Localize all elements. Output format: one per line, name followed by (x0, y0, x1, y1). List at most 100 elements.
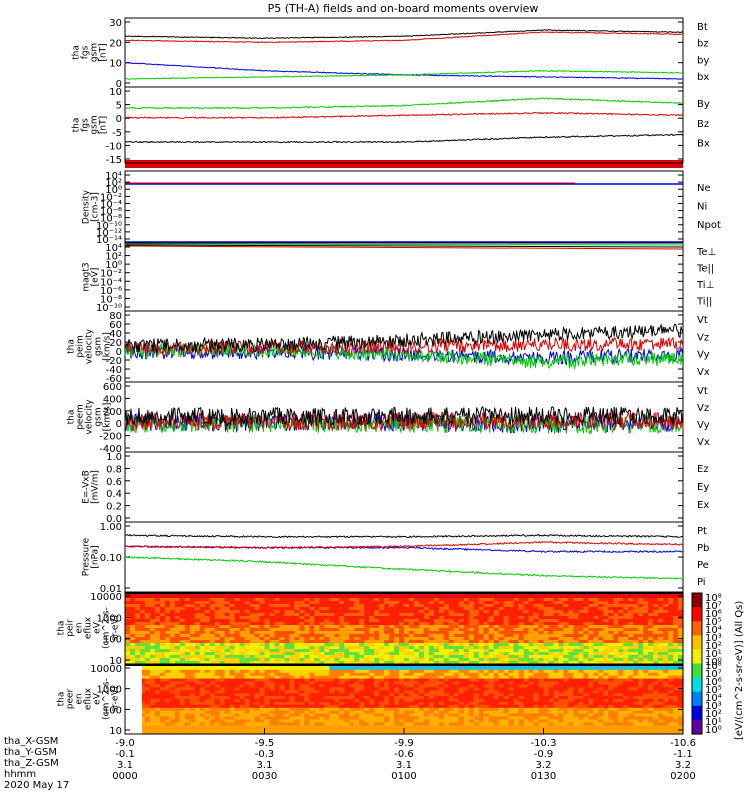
spectrogram-cell (563, 598, 569, 602)
spectrogram-cell (329, 607, 335, 611)
spectrogram-cell (344, 675, 350, 680)
spectrogram-cell (458, 704, 465, 709)
spectrogram-cell (309, 669, 315, 674)
spectrogram-cell (334, 684, 340, 688)
spectrogram-cell (518, 681, 525, 685)
spectrogram-cell (423, 619, 430, 623)
spectrogram-cell (438, 690, 445, 694)
spectrogram-cell (573, 610, 579, 614)
spectrogram-cell (259, 625, 266, 629)
spectrogram-cell (633, 684, 639, 688)
spectrogram-cell (334, 643, 340, 647)
spectrogram-cell (339, 684, 345, 688)
spectrogram-cell (359, 637, 365, 641)
spectrogram-cell (663, 678, 669, 683)
spectrogram-cell (394, 687, 400, 691)
spectrogram-cell (448, 693, 455, 697)
spectrogram-cell (299, 619, 305, 623)
spectrogram-cell (264, 628, 271, 632)
spectrogram-cell (409, 681, 415, 685)
spectrogram-cell (135, 634, 141, 638)
spectrogram-cell (563, 610, 569, 614)
spectrogram-cell (573, 713, 579, 718)
y-tick-label: -60 (106, 374, 122, 385)
y-tick-label: 10 (109, 87, 122, 98)
spectrogram-cell (254, 640, 261, 644)
spectrogram-cell (214, 601, 221, 605)
spectrogram-cell (678, 704, 684, 709)
spectrogram-cell (598, 675, 604, 680)
spectrogram-cell (394, 716, 400, 720)
spectrogram-cell (169, 696, 176, 700)
spectrogram-cell (663, 625, 669, 629)
spectrogram-cell (423, 643, 430, 647)
spectrogram-cell (503, 666, 510, 671)
spectrogram-cell (334, 655, 340, 659)
spectrogram-cell (613, 661, 619, 665)
spectrogram-cell (274, 628, 281, 632)
spectrogram-cell (678, 701, 684, 706)
spectrogram-cell (453, 713, 460, 718)
spectrogram-cell (673, 675, 679, 680)
spectrogram-cell (448, 625, 455, 629)
spectrogram-cell (563, 622, 569, 626)
spectrogram-cell (384, 661, 390, 665)
spectrogram-cell (668, 595, 674, 599)
spectrogram-cell (154, 646, 161, 650)
spectrogram-cell (369, 681, 375, 685)
spectrogram-cell (508, 595, 515, 599)
spectrogram-cell (244, 628, 251, 632)
spectrogram-cell (279, 696, 285, 700)
spectrogram-cell (558, 637, 564, 641)
spectrogram-cell (144, 661, 151, 665)
spectrogram-cell (638, 666, 644, 671)
spectrogram-cell (159, 640, 166, 644)
spectrogram-cell (319, 637, 325, 641)
spectrogram-cell (658, 619, 664, 623)
spectrogram-cell (503, 690, 510, 694)
spectrogram-cell (558, 661, 564, 665)
spectrogram-cell (269, 598, 276, 602)
spectrogram-cell (414, 690, 420, 694)
spectrogram-cell (374, 640, 380, 644)
spectrogram-cell (194, 707, 201, 712)
spectrogram-cell (423, 669, 430, 674)
spectrogram-cell (274, 631, 281, 635)
spectrogram-cell (379, 652, 385, 656)
spectrogram-cell (563, 595, 569, 599)
spectrogram-cell (643, 613, 649, 617)
spectrogram-cell (194, 628, 201, 632)
spectrogram-cell (498, 625, 505, 629)
spectrogram-cell (339, 622, 345, 626)
spectrogram-cell (598, 637, 604, 641)
spectrogram-cell (498, 699, 505, 703)
y-tick-label: 10⁻¹⁰ (96, 303, 122, 314)
spectrogram-cell (199, 672, 206, 677)
spectrogram-cell (359, 681, 365, 685)
spectrogram-cell (578, 658, 584, 662)
spectrogram-cell (658, 643, 664, 647)
spectrogram-cell (608, 643, 614, 647)
spectrogram-cell (299, 595, 305, 599)
spectrogram-cell (234, 690, 241, 694)
spectrogram-cell (399, 598, 405, 602)
spectrogram-cell (334, 601, 340, 605)
spectrogram-cell (493, 613, 500, 617)
spectrogram-cell (633, 607, 639, 611)
spectrogram-cell (409, 675, 415, 680)
spectrogram-cell (184, 710, 191, 715)
spectrogram-cell (543, 619, 550, 623)
spectrogram-cell (274, 610, 281, 614)
spectrogram-cell (453, 710, 460, 715)
spectrogram-cell (289, 681, 295, 685)
spectrogram-cell (493, 672, 500, 677)
spectrogram-cell (174, 707, 181, 712)
spectrogram-cell (329, 637, 335, 641)
spectrogram-cell (269, 610, 276, 614)
spectrogram-cell (209, 625, 216, 629)
spectrogram-cell (319, 652, 325, 656)
spectrogram-cell (468, 613, 475, 617)
spectrogram-cell (344, 607, 350, 611)
spectrogram-cell (149, 625, 156, 629)
spectrogram-cell (623, 607, 629, 611)
